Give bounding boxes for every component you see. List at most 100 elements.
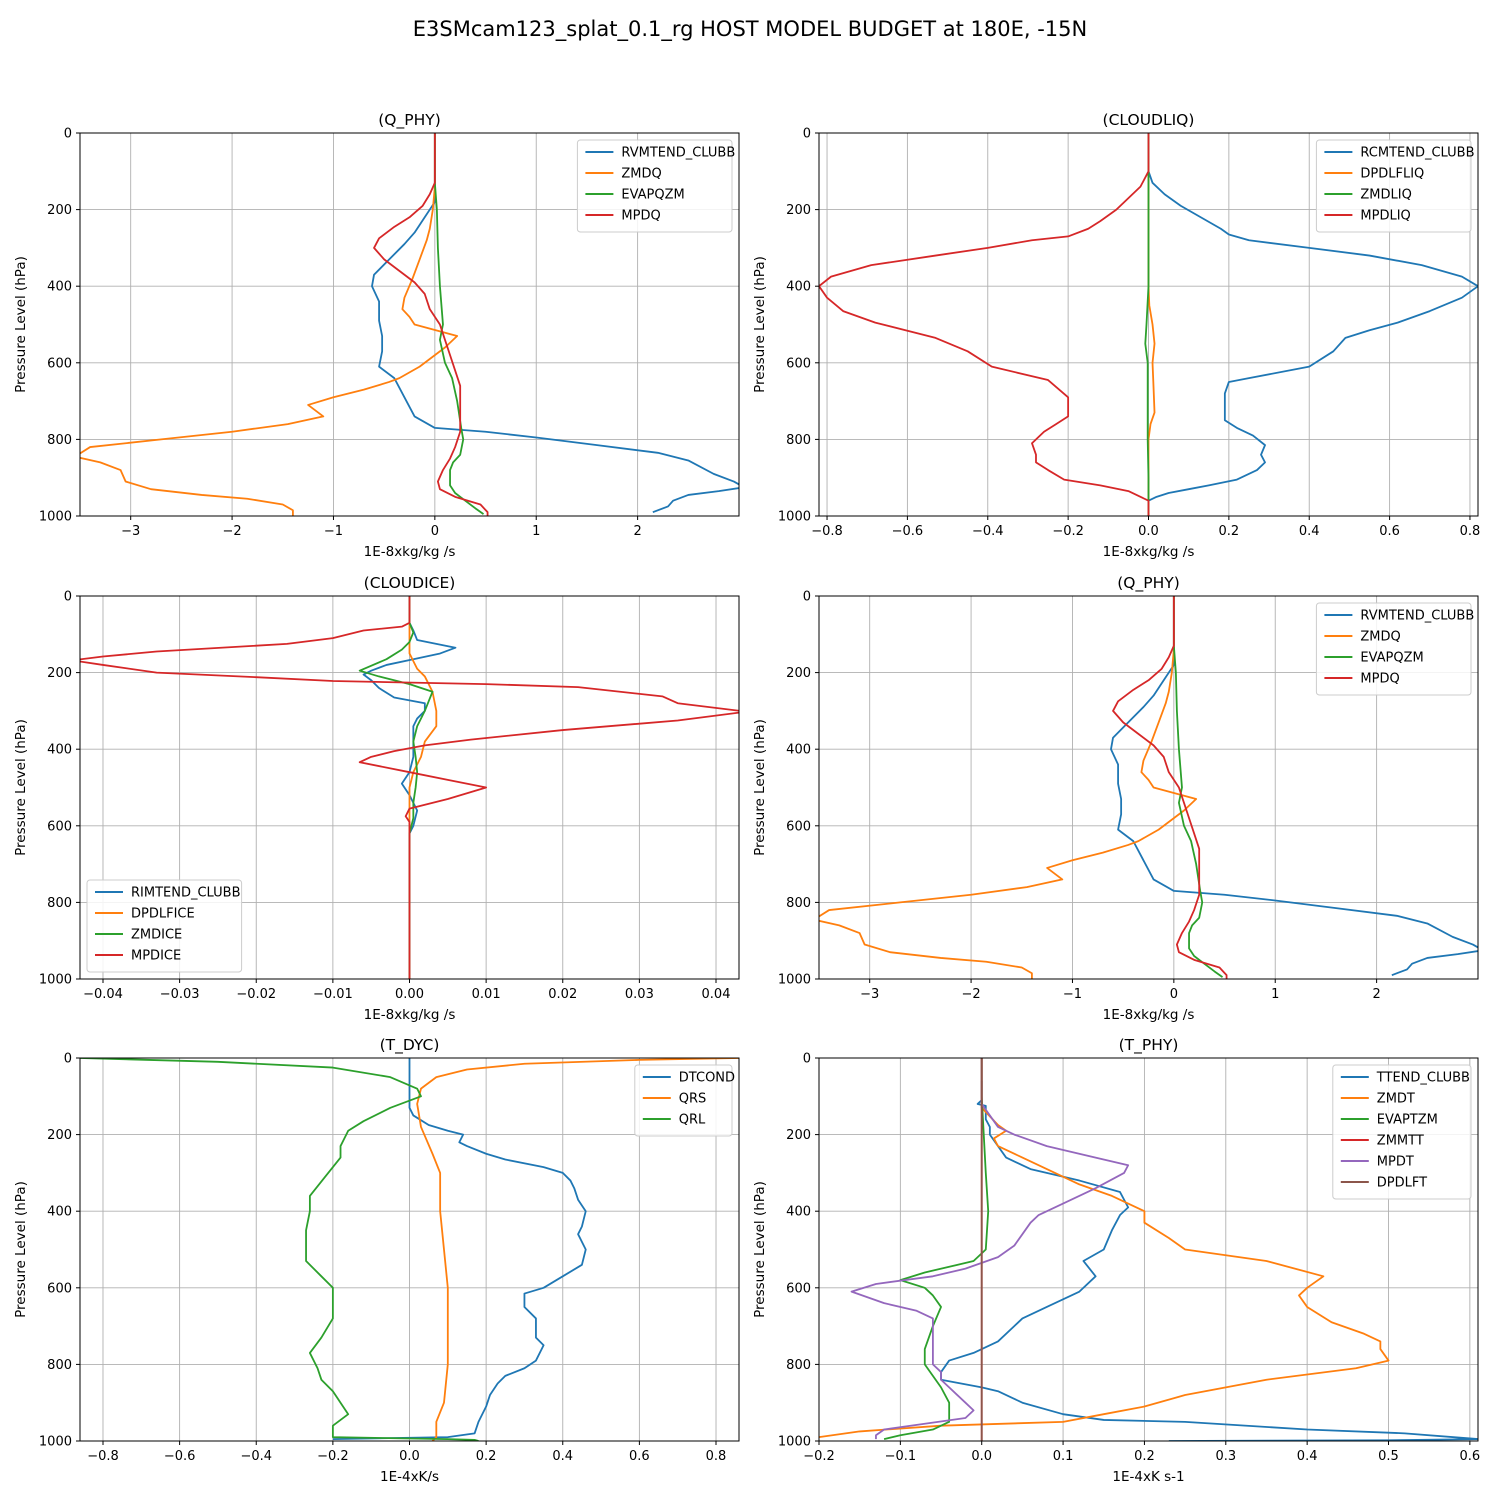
y-tick-label: 800 [47,1358,72,1373]
series-line-dtcond [332,1058,587,1440]
legend-entry: RIMTEND_CLUBB [131,886,241,901]
series-line-rcmtend-clubb [1147,133,1478,502]
series-line-qrs [416,1058,739,1441]
x-tick-label: 0.00 [395,987,424,1002]
y-tick-label: 600 [786,356,811,371]
legend-entry: RVMTEND_CLUBB [1360,609,1474,624]
series-line-zmdt [819,1058,1390,1439]
x-tick-label: 0.3 [1215,1449,1236,1464]
x-tick-label: 0.6 [1379,524,1400,539]
y-axis-label: Pressure Level (hPa) [752,256,768,393]
series-line-qrl [80,1058,479,1441]
x-axis-label: 1E-8xkg/kg /s [1103,544,1195,560]
panel-1: −3 −2 −1 0 1 2 0 200 400 600 800 1000 (Q_PHY) 1E-8xkg… [13,111,740,560]
legend-entry: RVMTEND_CLUBB [621,146,735,161]
y-tick-label: 200 [47,1128,72,1143]
legend-entry: ZMMTT [1377,1134,1424,1149]
y-tick-label: 200 [47,203,72,218]
x-tick-label: −0.4 [240,1449,272,1464]
x-tick-label: −0.2 [317,1449,349,1464]
legend-entry: RCMTEND_CLUBB [1360,146,1474,161]
y-tick-label: 800 [786,433,811,448]
y-axis-label: Pressure Level (hPa) [752,1181,768,1318]
series-lines [80,133,739,516]
series-lines [80,596,739,979]
legend: RVMTEND_CLUBB ZMDQ EVAPQZM MPDQ [576,139,735,233]
y-tick-label: 200 [786,1128,811,1143]
x-tick-label: 0.4 [1297,1449,1318,1464]
y-tick-label: 600 [47,819,72,834]
x-tick-label: 0.6 [629,1449,650,1464]
series-line-evapqzm [433,133,485,515]
x-tick-label: 1 [1271,987,1279,1002]
panel-5: −0.8 −0.6 −0.4 −0.2 0.0 0.2 0.4 0.6 0.8 0 200 400 60… [13,1036,740,1485]
series-line-rimtend-clubb [362,596,457,979]
panel-title: (CLOUDICE) [364,574,456,592]
x-tick-label: −0.8 [811,524,843,539]
legend: RCMTEND_CLUBB DPDLFLIQ ZMDLIQ MPDLIQ [1315,139,1474,233]
legend-entry: DPDLFLIQ [1360,167,1424,182]
series-line-zmdq [819,596,1198,979]
y-tick-label: 1000 [39,973,72,988]
x-tick-label: 0.6 [1460,1449,1481,1464]
x-tick-label: −0.01 [313,987,353,1002]
series-line-rvmtend-clubb [1110,596,1478,977]
y-tick-label: 400 [786,1205,811,1220]
y-tick-label: 1000 [778,510,811,525]
x-tick-label: −0.4 [972,524,1004,539]
series-line-dpdlfice [408,596,438,979]
y-tick-label: 400 [786,743,811,758]
legend: RIMTEND_CLUBB DPDLFICE ZMDICE MPDICE [86,879,243,973]
legend-entry: MPDLIQ [1360,209,1410,224]
x-tick-label: 2 [1372,987,1380,1002]
series-lines [819,1058,1478,1441]
y-tick-label: 800 [47,896,72,911]
x-tick-label: 0.4 [1299,524,1320,539]
x-tick-label: 0.04 [702,987,731,1002]
series-lines [819,596,1478,979]
panel-2: −0.8 −0.6 −0.4 −0.2 0.0 0.2 0.4 0.6 0.8 0 200 400 60… [752,111,1480,560]
x-tick-label: 0.5 [1378,1449,1399,1464]
x-tick-label: −0.2 [803,1449,835,1464]
legend: RVMTEND_CLUBB ZMDQ EVAPQZM MPDQ [1315,602,1474,696]
x-axis-label: 1E-4xK/s [380,1469,439,1485]
x-tick-label: −2 [222,524,241,539]
x-tick-label: 0.0 [1138,524,1159,539]
legend-entry: MPDT [1377,1155,1414,1170]
x-tick-label: 0.1 [1053,1449,1074,1464]
y-tick-label: 600 [786,819,811,834]
x-tick-label: 0.02 [548,987,577,1002]
legend: TTEND_CLUBB ZMDT EVAPTZM ZMMTT MPDT DPDLFT [1332,1064,1472,1200]
series-line-zmdice [358,596,434,979]
panels: −3 −2 −1 0 1 202004006008001000(Q_PHY)1E-8xkg… [13,111,1481,1485]
legend-entry: DPDLFICE [131,907,195,922]
x-tick-label: 0.03 [625,987,654,1002]
legend-entry: EVAPQZM [1360,651,1423,666]
y-tick-label: 400 [47,743,72,758]
legend-entry: MPDQ [1360,672,1399,687]
panel-title: (T_PHY) [1119,1036,1179,1055]
x-tick-label: 0.2 [1134,1449,1155,1464]
x-tick-label: 0.2 [1219,524,1240,539]
x-axis-label: 1E-8xkg/kg /s [364,544,456,560]
y-tick-label: 1000 [778,1435,811,1450]
y-tick-label: 0 [803,590,811,605]
x-tick-label: 1 [532,524,540,539]
x-axis-label: 1E-4xK s-1 [1112,1469,1184,1485]
x-tick-label: −3 [121,524,140,539]
y-tick-label: 0 [803,127,811,142]
x-tick-label: −0.1 [885,1449,917,1464]
panel-4: −3 −2 −1 0 1 2 0 200 400 600 800 1000 (Q_PHY) 1E-8xkg… [752,574,1479,1023]
x-tick-label: 0.0 [971,1449,992,1464]
panel-title: (Q_PHY) [378,111,441,130]
legend-box [86,879,243,973]
x-tick-label: 0.8 [706,1449,727,1464]
y-tick-label: 200 [786,203,811,218]
x-tick-label: −2 [961,987,980,1002]
x-tick-label: −3 [860,987,879,1002]
y-tick-label: 0 [803,1052,811,1067]
figure-title: E3SMcam123_splat_0.1_rg HOST MODEL BUDGE… [413,17,1088,42]
series-lines [80,1058,739,1441]
series-lines [819,133,1478,516]
